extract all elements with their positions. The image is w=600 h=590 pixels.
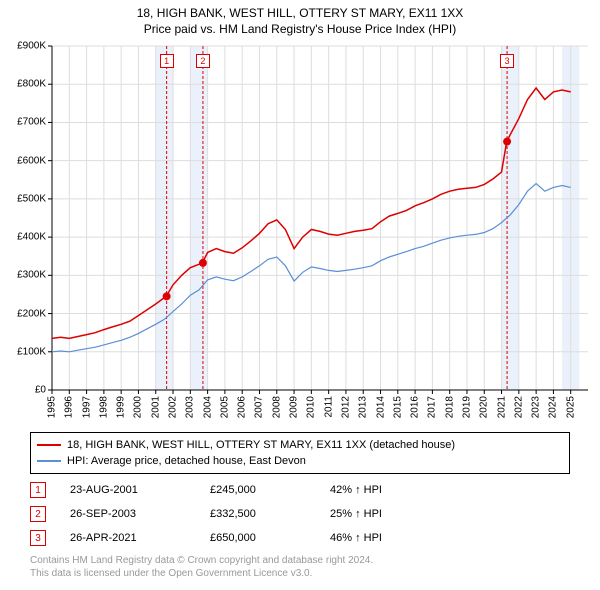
- x-tick-label: 2011: [323, 396, 334, 418]
- x-tick-label: 2015: [392, 396, 403, 418]
- x-tick-label: 2023: [531, 396, 542, 418]
- title-block: 18, HIGH BANK, WEST HILL, OTTERY ST MARY…: [0, 0, 600, 38]
- x-tick-label: 1995: [47, 396, 58, 418]
- x-tick-label: 2009: [289, 396, 300, 418]
- sale-marker: 3: [30, 530, 46, 546]
- y-axis: £0£100K£200K£300K£400K£500K£600K£700K£80…: [0, 46, 50, 390]
- sale-marker: 2: [30, 506, 46, 522]
- legend-item: 18, HIGH BANK, WEST HILL, OTTERY ST MARY…: [37, 437, 563, 453]
- x-tick-label: 2013: [358, 396, 369, 418]
- legend-label: HPI: Average price, detached house, East…: [67, 455, 306, 467]
- y-tick-label: £800K: [17, 79, 46, 90]
- x-tick-label: 2006: [237, 396, 248, 418]
- sale-row: 3 26-APR-2021£650,00046% ↑ HPI: [30, 526, 570, 550]
- x-tick-label: 2003: [185, 396, 196, 418]
- x-tick-label: 1996: [64, 396, 75, 418]
- x-tick-label: 2000: [133, 396, 144, 418]
- title-address: 18, HIGH BANK, WEST HILL, OTTERY ST MARY…: [0, 6, 600, 20]
- sale-pct: 25% ↑ HPI: [330, 508, 450, 520]
- x-tick-label: 2019: [461, 396, 472, 418]
- x-tick-label: 2008: [271, 396, 282, 418]
- sale-pct: 42% ↑ HPI: [330, 484, 450, 496]
- title-subtitle: Price paid vs. HM Land Registry's House …: [0, 22, 600, 36]
- legend: 18, HIGH BANK, WEST HILL, OTTERY ST MARY…: [30, 432, 570, 474]
- y-tick-label: £400K: [17, 232, 46, 243]
- sale-row: 1 23-AUG-2001£245,00042% ↑ HPI: [30, 478, 570, 502]
- sale-date: 26-SEP-2003: [70, 508, 210, 520]
- sale-price: £332,500: [210, 508, 330, 520]
- sale-marker: 1: [30, 482, 46, 498]
- sale-pct: 46% ↑ HPI: [330, 532, 450, 544]
- y-tick-label: £900K: [17, 41, 46, 52]
- chart-svg: [52, 46, 588, 390]
- x-tick-label: 1997: [81, 396, 92, 418]
- footer-line1: Contains HM Land Registry data © Crown c…: [30, 554, 570, 567]
- sale-row: 2 26-SEP-2003£332,50025% ↑ HPI: [30, 502, 570, 526]
- x-tick-label: 2014: [375, 396, 386, 418]
- x-tick-label: 1998: [98, 396, 109, 418]
- legend-swatch: [37, 460, 61, 462]
- x-tick-label: 2018: [444, 396, 455, 418]
- x-tick-label: 2016: [410, 396, 421, 418]
- sale-date: 26-APR-2021: [70, 532, 210, 544]
- sales-table: 1 23-AUG-2001£245,00042% ↑ HPI 2 26-SEP-200…: [30, 478, 570, 550]
- y-tick-label: £600K: [17, 155, 46, 166]
- x-tick-label: 2012: [340, 396, 351, 418]
- chart-sale-marker: 1: [160, 54, 174, 68]
- chart-sale-marker: 2: [196, 54, 210, 68]
- x-tick-label: 1999: [116, 396, 127, 418]
- footer-line2: This data is licensed under the Open Gov…: [30, 567, 570, 580]
- sale-price: £650,000: [210, 532, 330, 544]
- legend-label: 18, HIGH BANK, WEST HILL, OTTERY ST MARY…: [67, 439, 455, 451]
- y-tick-label: £500K: [17, 193, 46, 204]
- x-tick-label: 2002: [168, 396, 179, 418]
- chart-sale-marker: 3: [500, 54, 514, 68]
- legend-item: HPI: Average price, detached house, East…: [37, 453, 563, 469]
- chart-container: 18, HIGH BANK, WEST HILL, OTTERY ST MARY…: [0, 0, 600, 590]
- x-tick-label: 2007: [254, 396, 265, 418]
- legend-swatch: [37, 444, 61, 446]
- y-tick-label: £200K: [17, 308, 46, 319]
- x-tick-label: 2020: [479, 396, 490, 418]
- chart-plot-area: 1 2 3: [52, 46, 588, 390]
- x-tick-label: 2024: [548, 396, 559, 418]
- y-tick-label: £700K: [17, 117, 46, 128]
- footer-attribution: Contains HM Land Registry data © Crown c…: [30, 554, 570, 580]
- x-tick-label: 2010: [306, 396, 317, 418]
- x-tick-label: 2005: [219, 396, 230, 418]
- x-tick-label: 2025: [565, 396, 576, 418]
- y-tick-label: £100K: [17, 346, 46, 357]
- x-tick-label: 2004: [202, 396, 213, 418]
- sale-date: 23-AUG-2001: [70, 484, 210, 496]
- x-tick-label: 2021: [496, 396, 507, 418]
- x-axis: 1995199619971998199920002001200220032004…: [52, 392, 588, 432]
- x-tick-label: 2001: [150, 396, 161, 418]
- x-tick-label: 2017: [427, 396, 438, 418]
- y-tick-label: £0: [35, 385, 46, 396]
- sale-price: £245,000: [210, 484, 330, 496]
- x-tick-label: 2022: [513, 396, 524, 418]
- y-tick-label: £300K: [17, 270, 46, 281]
